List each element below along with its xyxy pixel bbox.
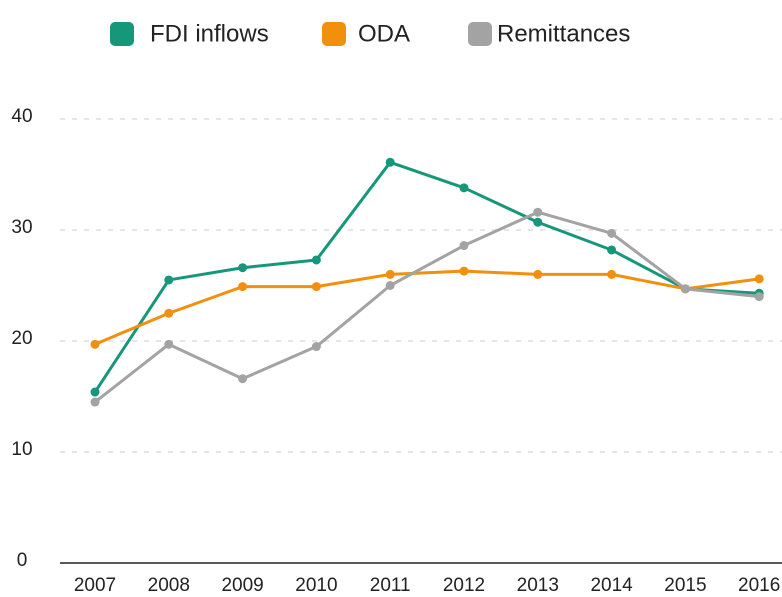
data-point	[607, 228, 617, 238]
data-point	[238, 263, 248, 273]
series-line	[94, 269, 760, 346]
data-point	[754, 274, 764, 284]
x-tick-label: 2016	[738, 575, 780, 596]
y-tick-label: 0	[17, 550, 28, 571]
data-point	[238, 374, 248, 384]
data-point	[311, 342, 321, 352]
data-point	[238, 282, 248, 292]
legend-label: ODA	[358, 20, 410, 47]
data-point	[164, 339, 174, 349]
series-line	[93, 160, 760, 393]
data-point	[90, 339, 100, 349]
legend-swatch	[110, 22, 134, 46]
data-point	[90, 387, 100, 397]
legend-label: FDI inflows	[150, 20, 269, 47]
series-line	[94, 210, 760, 404]
x-tick-label: 2008	[148, 575, 190, 596]
data-point	[385, 269, 395, 279]
data-point	[459, 241, 469, 251]
legend-swatch	[322, 22, 346, 46]
legend-label: Remittances	[497, 20, 630, 47]
x-tick-label: 2014	[590, 575, 633, 596]
data-point	[533, 217, 543, 227]
data-point	[164, 275, 174, 285]
y-tick-label: 30	[11, 217, 32, 238]
data-point	[607, 269, 617, 279]
data-point	[754, 292, 764, 302]
data-point	[385, 281, 395, 290]
y-tick-label: 10	[11, 439, 32, 460]
x-tick-label: 2009	[221, 575, 263, 596]
data-point	[680, 284, 690, 294]
data-point	[459, 266, 469, 276]
y-tick-label: 40	[11, 106, 32, 127]
data-point	[533, 207, 543, 217]
x-tick-label: 2012	[443, 575, 485, 596]
y-tick-label: 20	[11, 328, 32, 349]
x-tick-label: 2011	[370, 575, 411, 596]
data-point	[533, 269, 543, 279]
data-point	[607, 245, 617, 255]
x-tick-label: 2007	[74, 575, 116, 596]
data-point	[311, 282, 321, 292]
x-tick-label: 2013	[517, 575, 559, 596]
data-point	[385, 157, 395, 167]
data-point	[90, 397, 100, 407]
data-point	[164, 308, 174, 318]
x-tick-label: 2015	[664, 575, 706, 596]
legend-swatch	[468, 22, 492, 46]
data-point	[459, 183, 469, 193]
x-tick-label: 2010	[295, 575, 337, 596]
data-point	[311, 255, 321, 265]
